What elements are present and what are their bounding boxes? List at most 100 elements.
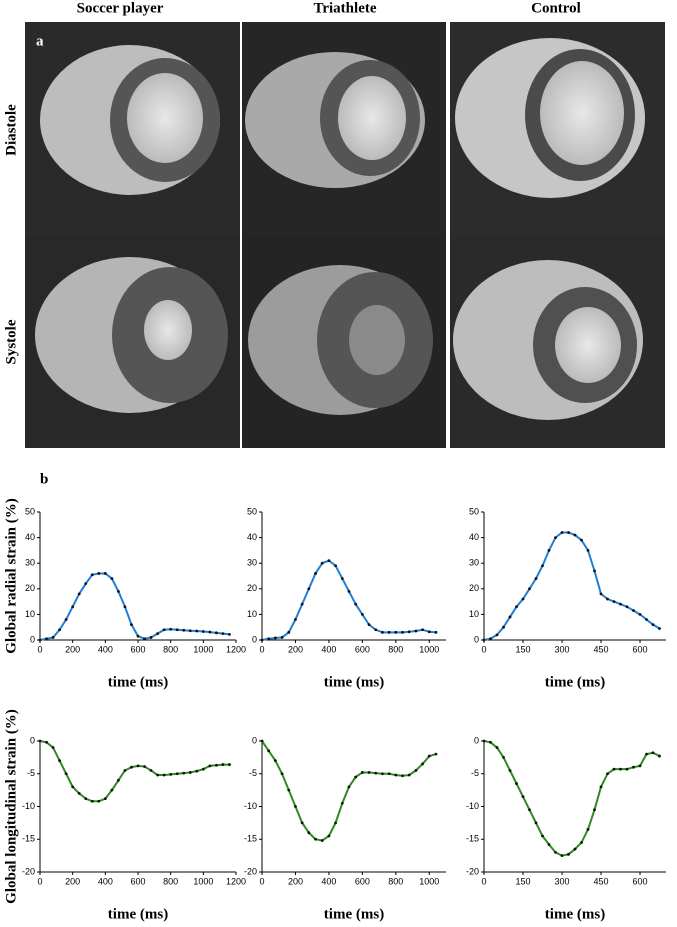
data-point bbox=[421, 762, 424, 766]
data-point bbox=[182, 771, 186, 775]
y-tick-label: -5 bbox=[249, 768, 257, 778]
y-tick-label: 10 bbox=[25, 609, 35, 619]
data-point bbox=[528, 808, 531, 812]
data-point bbox=[645, 618, 648, 621]
data-point bbox=[495, 633, 499, 637]
x-tick-label: 150 bbox=[515, 876, 530, 886]
y-tick-label: -20 bbox=[244, 866, 257, 876]
y-tick-label: 0 bbox=[252, 634, 257, 644]
data-point bbox=[586, 549, 590, 552]
data-point bbox=[599, 592, 603, 596]
data-point bbox=[117, 589, 120, 593]
data-point bbox=[38, 638, 42, 642]
row-label: Diastole bbox=[3, 104, 19, 156]
x-tick-label: 600 bbox=[632, 644, 647, 654]
data-point bbox=[149, 769, 153, 772]
data-point bbox=[534, 821, 538, 825]
x-tick-label: 1000 bbox=[419, 644, 439, 654]
data-point bbox=[97, 572, 101, 575]
data-point bbox=[320, 561, 324, 565]
data-point bbox=[162, 773, 166, 777]
y-tick-label: 40 bbox=[469, 532, 479, 542]
data-point bbox=[394, 773, 398, 777]
data-point bbox=[334, 564, 337, 568]
data-point bbox=[117, 778, 120, 782]
data-point bbox=[515, 782, 518, 785]
data-point bbox=[658, 754, 661, 758]
data-point bbox=[280, 636, 284, 639]
data-point bbox=[560, 854, 564, 858]
data-point bbox=[495, 746, 499, 749]
data-point bbox=[367, 623, 371, 627]
data-point bbox=[354, 775, 358, 779]
data-point bbox=[130, 765, 133, 769]
x-axis-label: time (ms) bbox=[108, 674, 168, 690]
data-point bbox=[573, 847, 577, 851]
x-tick-label: 200 bbox=[288, 644, 303, 654]
x-tick-label: 200 bbox=[65, 876, 80, 886]
data-point bbox=[606, 772, 609, 776]
data-point bbox=[64, 772, 68, 776]
data-point bbox=[554, 850, 557, 854]
data-point bbox=[51, 636, 55, 639]
data-point bbox=[201, 630, 205, 633]
y-tick-label: -20 bbox=[466, 866, 479, 876]
x-tick-label: 400 bbox=[321, 876, 336, 886]
data-point bbox=[215, 631, 218, 635]
y-tick-label: 50 bbox=[25, 506, 35, 516]
data-point bbox=[77, 792, 81, 795]
x-tick-label: 150 bbox=[515, 644, 530, 654]
y-tick-label: -10 bbox=[466, 801, 479, 811]
x-axis-label: time (ms) bbox=[324, 906, 384, 922]
y-tick-label: -15 bbox=[466, 834, 479, 844]
x-tick-label: 1200 bbox=[226, 876, 246, 886]
data-point bbox=[45, 637, 48, 641]
data-point bbox=[547, 549, 551, 552]
data-point bbox=[110, 788, 114, 792]
data-point bbox=[534, 577, 538, 580]
y-tick-label: 20 bbox=[25, 583, 35, 593]
data-point bbox=[314, 572, 317, 575]
data-point bbox=[658, 627, 661, 630]
data-point bbox=[267, 749, 271, 753]
data-point bbox=[489, 740, 492, 744]
data-point bbox=[136, 764, 140, 768]
x-tick-label: 1200 bbox=[226, 644, 246, 654]
data-point bbox=[195, 769, 199, 773]
x-tick-label: 1000 bbox=[193, 644, 213, 654]
data-point bbox=[169, 773, 173, 776]
data-point bbox=[267, 637, 271, 641]
panel-label: a bbox=[36, 33, 44, 49]
data-point bbox=[228, 763, 231, 766]
y-tick-label: 0 bbox=[30, 735, 35, 745]
data-point bbox=[71, 605, 75, 609]
data-point bbox=[340, 801, 344, 805]
x-axis-label: time (ms) bbox=[545, 906, 605, 922]
y-tick-label: -5 bbox=[27, 768, 35, 778]
data-point bbox=[320, 839, 324, 842]
mri-panel bbox=[25, 22, 665, 448]
x-tick-label: 400 bbox=[321, 644, 336, 654]
x-tick-label: 800 bbox=[163, 644, 178, 654]
data-point bbox=[260, 638, 264, 642]
data-point bbox=[143, 765, 146, 768]
x-tick-label: 200 bbox=[65, 644, 80, 654]
data-point bbox=[182, 628, 186, 632]
x-tick-label: 0 bbox=[481, 644, 486, 654]
data-point bbox=[489, 637, 492, 641]
data-point bbox=[228, 632, 231, 636]
data-point bbox=[599, 785, 603, 789]
data-point bbox=[97, 799, 101, 803]
y-tick-label: -10 bbox=[22, 801, 35, 811]
data-point bbox=[638, 764, 642, 768]
y-tick-label: -15 bbox=[244, 834, 257, 844]
data-point bbox=[502, 755, 505, 759]
data-point bbox=[354, 602, 358, 606]
y-axis-label: Global longitudinal strain (%) bbox=[3, 709, 19, 904]
data-point bbox=[401, 630, 404, 634]
data-point bbox=[638, 613, 642, 616]
data-point bbox=[175, 628, 179, 632]
data-point bbox=[156, 773, 160, 777]
data-point bbox=[381, 772, 384, 776]
data-point bbox=[175, 772, 179, 776]
